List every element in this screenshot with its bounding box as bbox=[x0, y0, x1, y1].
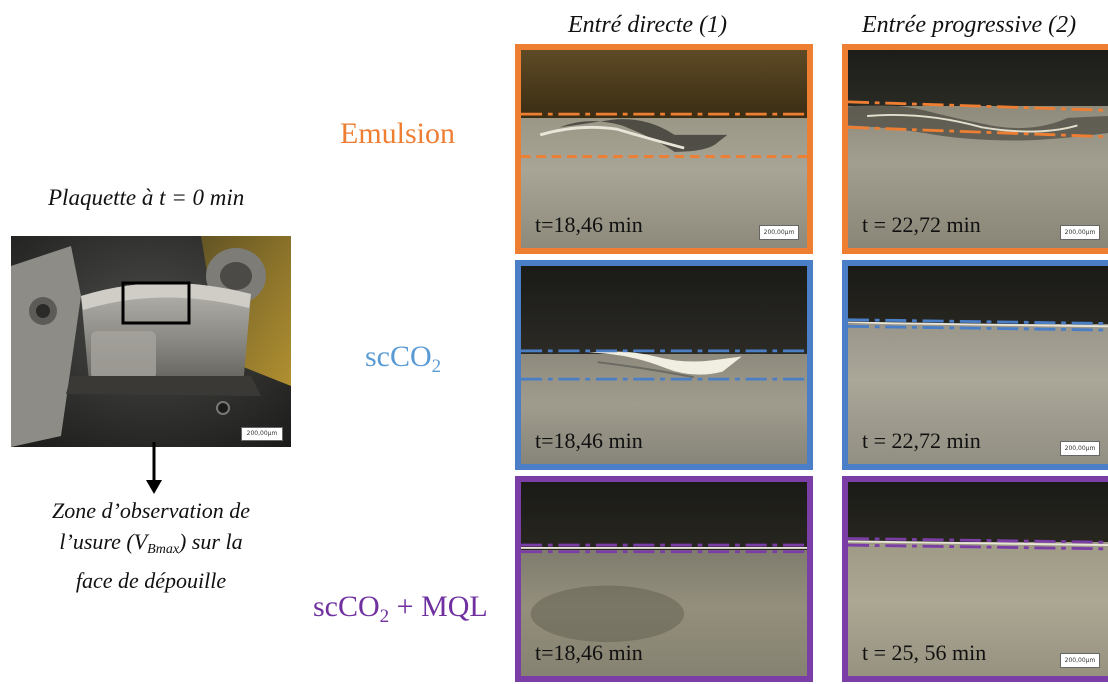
wear-zone-overlay bbox=[521, 112, 807, 158]
caption-prefix: l’usure (V bbox=[59, 529, 148, 554]
time-label: t = 22,72 min bbox=[862, 428, 981, 453]
micrograph-scco2-direct: t=18,46 min bbox=[515, 260, 813, 470]
wear-zone-overlay bbox=[848, 318, 1108, 332]
wear-zone-overlay bbox=[848, 100, 1108, 141]
insert-caption: Zone d’observation de l’usure (VBmax) su… bbox=[18, 495, 284, 596]
column-title-progressive: Entrée progressive (2) bbox=[862, 12, 1077, 38]
scale-bar: 200,00µm bbox=[1060, 441, 1100, 456]
micrograph-scco2-progressive: t = 22,72 min 200,00µm bbox=[842, 260, 1108, 470]
caption-suffix: ) sur la bbox=[179, 529, 243, 554]
micrograph-scco2-mql-progressive: t = 25, 56 min 200,00µm bbox=[842, 476, 1108, 682]
wear-zone-overlay bbox=[521, 543, 807, 643]
caption-line-3: face de dépouille bbox=[75, 568, 227, 593]
scale-bar: 200,00µm bbox=[759, 225, 799, 240]
time-label: t=18,46 min bbox=[535, 428, 643, 453]
micrograph-emulsion-direct: t=18,46 min 200,00µm bbox=[515, 44, 813, 254]
time-label: t=18,46 min bbox=[535, 640, 643, 665]
caption-line-2: l’usure (VBmax) sur la bbox=[18, 526, 284, 565]
insert-photo: 200,00µm bbox=[11, 236, 291, 447]
insert-scale-bar: 200,00µm bbox=[241, 427, 283, 441]
row-label-scco2-mql: scCO2 + MQL bbox=[313, 590, 488, 627]
caption-line-1: Zone d’observation de bbox=[52, 498, 250, 523]
wear-zone-overlay bbox=[848, 537, 1108, 551]
scale-bar: 200,00µm bbox=[1060, 225, 1100, 240]
time-label: t = 22,72 min bbox=[862, 212, 981, 237]
wear-zone-overlay bbox=[521, 349, 807, 381]
insert-photo-drawing bbox=[11, 236, 291, 447]
micrograph-scco2-mql-direct: t=18,46 min bbox=[515, 476, 813, 682]
row-label-scco2: scCO2 bbox=[365, 340, 442, 377]
arrow-down-icon bbox=[146, 442, 162, 494]
row-label-emulsion: Emulsion bbox=[340, 117, 456, 150]
micrograph-emulsion-progressive: t = 22,72 min 200,00µm bbox=[842, 44, 1108, 254]
caption-subscript: Bmax bbox=[147, 542, 180, 557]
scale-bar: 200,00µm bbox=[1060, 653, 1100, 668]
insert-title: Plaquette à t = 0 min bbox=[48, 185, 245, 210]
time-label: t=18,46 min bbox=[535, 212, 643, 237]
time-label: t = 25, 56 min bbox=[862, 640, 987, 665]
column-title-direct: Entré directe (1) bbox=[568, 12, 728, 38]
